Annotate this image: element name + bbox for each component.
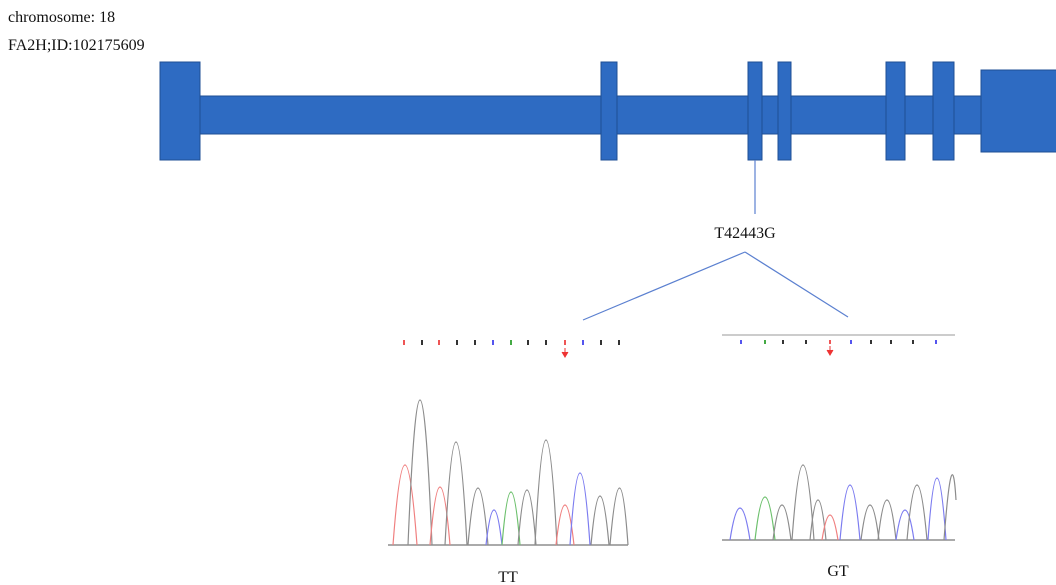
exon bbox=[981, 70, 1056, 152]
gene-diagram: chromosome: 18 FA2H;ID:102175609 T42443G bbox=[0, 0, 1056, 585]
exon bbox=[886, 62, 905, 160]
exon bbox=[601, 62, 617, 160]
exon bbox=[748, 62, 762, 160]
chromatogram-gt bbox=[722, 335, 956, 540]
intron-bar bbox=[195, 96, 1056, 134]
genotype-label: TT bbox=[498, 569, 518, 585]
exon bbox=[160, 62, 200, 160]
exon bbox=[933, 62, 954, 160]
genotype-label: GT bbox=[827, 563, 849, 580]
gene-label: FA2H;ID:102175609 bbox=[8, 37, 145, 54]
exon bbox=[778, 62, 791, 160]
chromosome-label: chromosome: 18 bbox=[8, 9, 115, 26]
gene-structure bbox=[160, 62, 1056, 160]
chromatogram-tt bbox=[388, 340, 628, 545]
mutation-label: T42443G bbox=[714, 225, 776, 242]
